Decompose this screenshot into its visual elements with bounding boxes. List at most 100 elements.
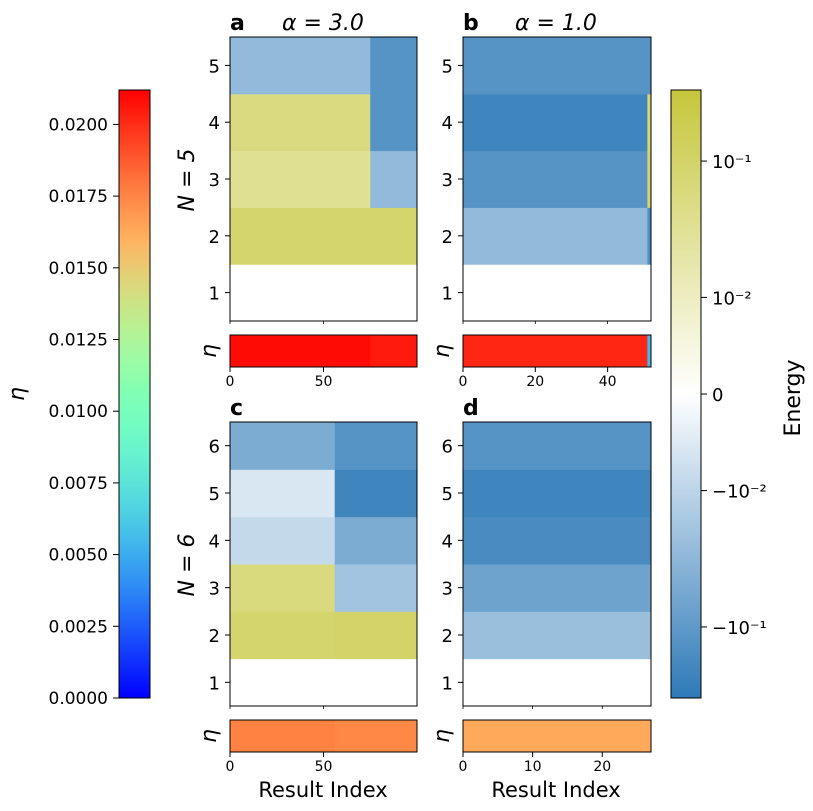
eta-strip-cell (463, 335, 648, 367)
eta-strip-frame (462, 334, 652, 368)
eta-strip-label: η (197, 729, 222, 743)
y-tick-label: 3 (209, 579, 220, 600)
heatmap-cell (334, 516, 418, 565)
eta-strip-frame (462, 719, 652, 753)
panel-title: α = 1.0 (515, 11, 597, 36)
heatmap-cell (463, 658, 652, 707)
heatmap-cell (463, 516, 652, 565)
heatmap-cell (463, 422, 652, 470)
y-tick-label: 6 (442, 437, 453, 458)
heatmap-cell (463, 207, 648, 265)
heatmap-cell (230, 93, 371, 152)
eta-colorbar-ticks: 0.0000 0.0025 0.0050 0.0075 0.0100 0.0125 0.01… (49, 115, 119, 709)
heatmap-cell (463, 611, 652, 660)
eta-tick-label: 0.0025 (49, 617, 108, 637)
heatmap-cell (647, 207, 652, 265)
panel-letter: d (463, 396, 479, 421)
heatmap-cell (334, 422, 418, 470)
heatmap-frame (462, 421, 652, 707)
heatmap-cell (647, 93, 652, 152)
heatmap-cell (463, 564, 652, 612)
energy-colorbar-gradient (670, 89, 702, 699)
y-tick-label: 5 (209, 484, 220, 505)
heatmap-cell (463, 264, 648, 322)
heatmap-cell (463, 469, 652, 518)
energy-tick-label: 10⁻¹ (712, 152, 752, 173)
y-tick-label: 2 (442, 626, 453, 647)
eta-strip-cell (370, 335, 418, 367)
energy-tick-label: 10⁻² (712, 288, 752, 309)
panel-letter: a (230, 11, 245, 36)
eta-tick-label: 0.0100 (49, 402, 108, 422)
heatmap-cell (463, 37, 648, 95)
heatmap-cell (334, 469, 418, 518)
y-tick-label: 5 (442, 484, 453, 505)
energy-tick-label: −10⁻¹ (712, 618, 767, 639)
eta-strip-label: η (430, 729, 455, 743)
y-tick-label: 5 (209, 56, 220, 77)
eta-tick-label: 0.0075 (49, 474, 108, 494)
heatmap-cell (647, 150, 652, 208)
heatmap-cell (370, 207, 418, 265)
energy-colorbar-label: Energy (781, 359, 806, 436)
eta-strip-cell (230, 720, 336, 752)
energy-colorbar-ticks: 10⁻¹ 10⁻² 0 −10⁻² −10⁻¹ (701, 152, 767, 639)
y-tick-label: 1 (209, 284, 220, 305)
eta-colorbar: 0.0000 0.0025 0.0050 0.0075 0.0100 0.0125 0.01… (5, 89, 151, 709)
y-tick-label: 4 (442, 531, 453, 552)
panel-a: 1 2 3 4 5a α = 3.0 η 0 50 (197, 11, 418, 390)
x-tick-label: 0 (226, 759, 235, 775)
eta-tick-label: 0.0000 (49, 689, 108, 709)
panel-letter: b (463, 11, 479, 36)
energy-colorbar: 10⁻¹ 10⁻² 0 −10⁻² −10⁻¹ Energy (670, 89, 806, 699)
heatmap-cell (463, 93, 648, 152)
heatmap-cell (370, 37, 418, 95)
eta-strip-cell (463, 720, 652, 752)
x-tick-label: 0 (459, 759, 468, 775)
eta-strip-label: η (430, 344, 455, 358)
x-tick-label: 50 (315, 374, 333, 390)
eta-colorbar-label: η (5, 387, 30, 401)
y-tick-label: 4 (209, 531, 220, 552)
heatmap-cell (230, 37, 371, 95)
eta-strip-cell (230, 335, 371, 367)
heatmap-cell (230, 469, 336, 518)
x-tick-label: 20 (593, 759, 611, 775)
ylabel-n5: N = 5 (175, 149, 200, 212)
ylabel-n6: N = 6 (175, 534, 200, 597)
xlabel-left: Result Index (258, 778, 387, 802)
y-tick-label: 1 (442, 284, 453, 305)
heatmap-cell (230, 564, 336, 612)
heatmap-cell (334, 611, 418, 660)
energy-tick-label: 0 (712, 385, 723, 406)
xlabel-right: Result Index (491, 778, 620, 802)
heatmap-cell (463, 150, 648, 208)
y-tick-label: 4 (442, 113, 453, 134)
y-tick-label: 3 (442, 170, 453, 191)
eta-tick-label: 0.0175 (49, 187, 108, 207)
panel-b: 1 2 3 4 5b α = 1.0 η 0 20 40 (430, 11, 652, 390)
y-tick-label: 5 (442, 56, 453, 77)
heatmap-cell (230, 422, 336, 470)
energy-tick-label: −10⁻² (712, 482, 767, 503)
heatmap-cell (647, 37, 652, 95)
eta-strip-label: η (197, 344, 222, 358)
y-tick-label: 3 (442, 579, 453, 600)
eta-strip-cell (647, 335, 652, 367)
heatmap-cell (230, 207, 371, 265)
panel-letter: c (230, 396, 243, 421)
panel-title: α = 3.0 (282, 11, 364, 36)
y-tick-label: 2 (209, 626, 220, 647)
y-tick-label: 6 (209, 437, 220, 458)
x-tick-label: 20 (526, 374, 544, 390)
y-tick-label: 1 (442, 673, 453, 694)
eta-tick-label: 0.0200 (49, 115, 108, 135)
y-tick-label: 3 (209, 170, 220, 191)
heatmap-cell (370, 150, 418, 208)
heatmap-cell (230, 150, 371, 208)
y-tick-label: 2 (442, 227, 453, 248)
x-tick-label: 50 (315, 759, 333, 775)
heatmap-cell (647, 264, 652, 322)
